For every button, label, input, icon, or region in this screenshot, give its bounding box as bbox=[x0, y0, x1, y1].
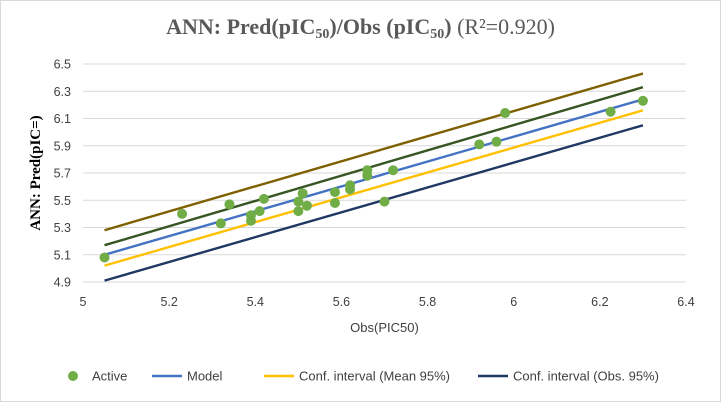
data-point bbox=[215, 218, 226, 229]
data-point bbox=[258, 193, 269, 204]
data-point bbox=[474, 139, 485, 150]
x-axis-label: Obs(PIC50) bbox=[350, 320, 419, 335]
title-prefix: ANN: Pred(pIC bbox=[166, 14, 316, 39]
data-point bbox=[177, 208, 188, 219]
x-tick-label: 5.4 bbox=[247, 295, 264, 309]
data-point bbox=[500, 108, 511, 119]
legend-marker-active bbox=[68, 371, 78, 381]
x-tick-label: 5.6 bbox=[333, 295, 350, 309]
y-tick-label: 5.3 bbox=[54, 221, 71, 235]
y-tick-label: 5.9 bbox=[54, 139, 71, 153]
data-point bbox=[345, 184, 356, 195]
y-tick-label: 6.1 bbox=[54, 112, 71, 126]
legend-label: Conf. interval (Obs. 95%) bbox=[513, 369, 659, 384]
x-tick-label: 5.8 bbox=[419, 295, 436, 309]
legend-label: Model bbox=[187, 369, 223, 384]
title-mid: )/Obs (pIC bbox=[329, 14, 431, 39]
y-tick-label: 5.5 bbox=[54, 194, 71, 208]
data-point bbox=[224, 199, 235, 210]
data-point bbox=[637, 95, 648, 106]
series-line-unlabeled-4 bbox=[104, 86, 644, 247]
legend-label: Conf. interval (Mean 95%) bbox=[299, 369, 450, 384]
data-point bbox=[254, 206, 265, 217]
x-tick-label: 6 bbox=[510, 295, 517, 309]
data-point bbox=[379, 196, 390, 207]
series-lines bbox=[104, 72, 644, 282]
y-tick-label: 5.7 bbox=[54, 167, 71, 181]
series-line-conf-interval-obs-95 bbox=[104, 124, 644, 282]
y-tick-label: 6.5 bbox=[54, 58, 71, 72]
title-sub2: 50 bbox=[430, 27, 445, 42]
chart-title: ANN: Pred(pIC50)/Obs (pIC50) (R²=0.920) bbox=[0, 14, 721, 43]
data-point bbox=[388, 165, 399, 176]
title-close: ) bbox=[444, 14, 452, 39]
x-tick-label: 5.2 bbox=[160, 295, 177, 309]
y-tick-label: 6.3 bbox=[54, 85, 71, 99]
x-tick-label: 5 bbox=[80, 295, 87, 309]
data-point bbox=[329, 197, 340, 208]
title-sub1: 50 bbox=[315, 27, 330, 42]
y-axis-label: ANN: Pred(pIC=) bbox=[28, 115, 44, 230]
data-point bbox=[329, 187, 340, 198]
x-tick-label: 6.2 bbox=[591, 295, 608, 309]
legend: Active Model Conf. interval (Mean 95%) Conf… bbox=[68, 369, 659, 384]
series-line-conf-interval-mean-95 bbox=[104, 109, 644, 267]
data-point bbox=[491, 136, 502, 147]
legend-label: Active bbox=[92, 369, 127, 384]
data-points bbox=[99, 95, 648, 263]
data-point bbox=[297, 188, 308, 199]
data-point bbox=[605, 106, 616, 117]
data-point bbox=[362, 170, 373, 181]
data-point bbox=[99, 252, 110, 263]
y-tick-label: 4.9 bbox=[54, 276, 71, 290]
series-line-unlabeled-5 bbox=[104, 72, 644, 232]
data-point bbox=[293, 196, 304, 207]
data-point bbox=[301, 200, 312, 211]
data-point bbox=[245, 215, 256, 226]
tick-labels: 4.9 5.1 5.3 5.5 5.7 5.9 6.1 6.3 6.5 5 5.2 5.4 5.6 5.8… bbox=[54, 58, 695, 310]
y-tick-label: 5.1 bbox=[54, 248, 71, 262]
x-tick-label: 6.4 bbox=[677, 295, 694, 309]
title-suffix: (R²=0.920) bbox=[451, 14, 555, 39]
data-point bbox=[293, 206, 304, 217]
series-line-model bbox=[104, 98, 644, 256]
